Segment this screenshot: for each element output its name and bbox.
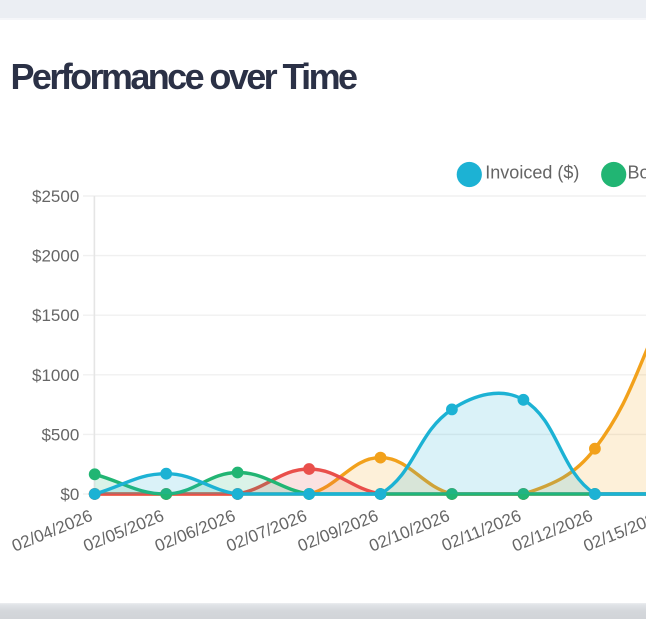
svg-text:Invoiced ($): Invoiced ($) xyxy=(485,162,579,182)
svg-text:02/05/2026: 02/05/2026 xyxy=(81,506,167,555)
svg-text:02/07/2026: 02/07/2026 xyxy=(224,506,310,555)
svg-text:$2500: $2500 xyxy=(32,187,79,206)
svg-text:02/06/2026: 02/06/2026 xyxy=(152,506,238,555)
svg-text:02/12/2026: 02/12/2026 xyxy=(509,506,595,555)
svg-text:$0: $0 xyxy=(60,485,79,504)
svg-text:$1000: $1000 xyxy=(32,366,79,385)
svg-text:02/04/2026: 02/04/2026 xyxy=(9,506,95,555)
svg-text:$1500: $1500 xyxy=(32,306,79,325)
svg-text:Booked ($): Booked ($) xyxy=(628,162,646,182)
svg-text:$500: $500 xyxy=(41,425,79,444)
svg-text:02/11/2026: 02/11/2026 xyxy=(439,506,524,555)
svg-text:02/09/2026: 02/09/2026 xyxy=(295,506,381,555)
svg-text:02/10/2026: 02/10/2026 xyxy=(366,506,452,555)
svg-text:$2000: $2000 xyxy=(32,247,79,266)
